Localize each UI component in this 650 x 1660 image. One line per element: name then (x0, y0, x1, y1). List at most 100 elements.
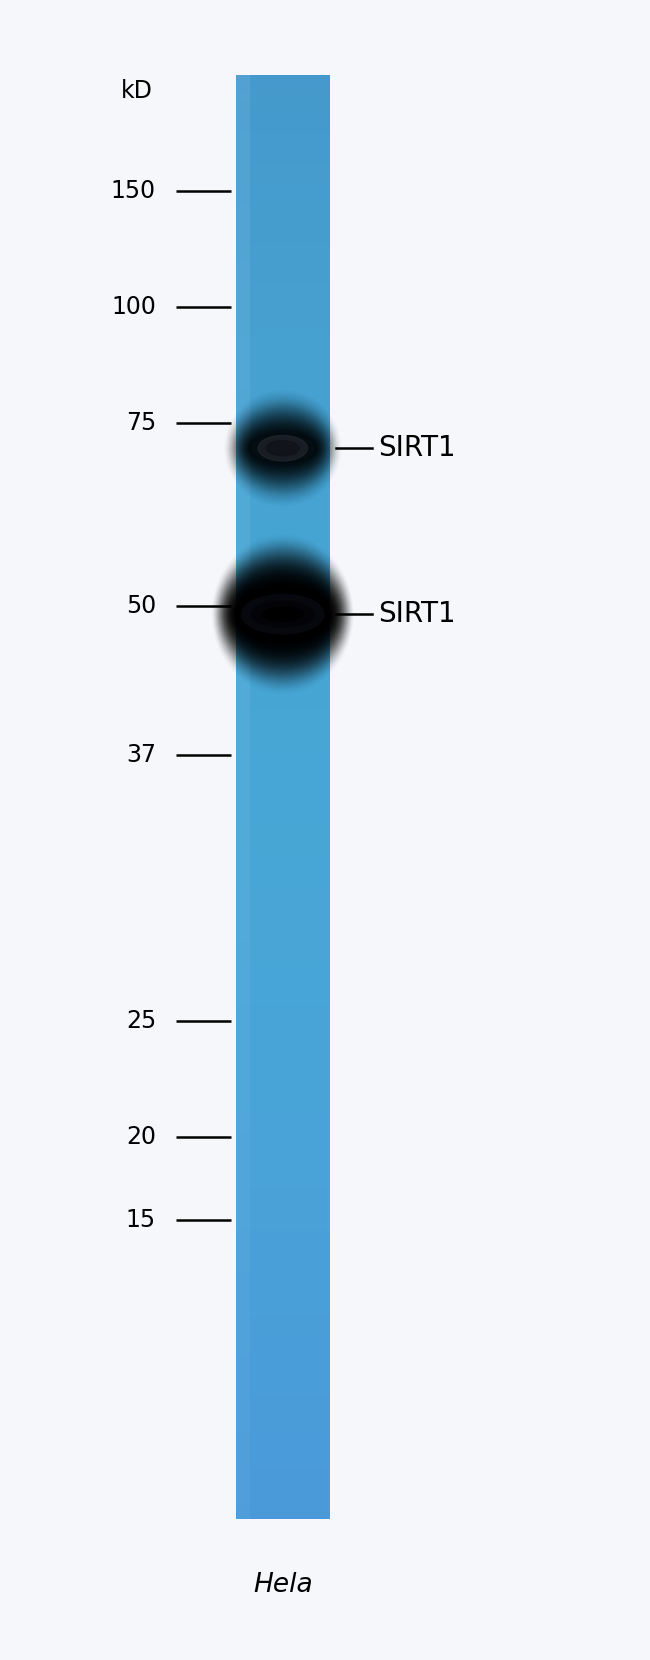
Ellipse shape (241, 418, 324, 478)
Bar (235, 133, 330, 138)
Bar (235, 1182, 250, 1207)
Bar (235, 749, 250, 772)
Bar (235, 1076, 330, 1081)
Bar (235, 387, 330, 392)
Bar (235, 1230, 330, 1235)
Bar (235, 579, 330, 584)
Bar (235, 1159, 330, 1162)
Bar (235, 1398, 330, 1403)
Bar (235, 604, 250, 627)
Bar (235, 1240, 330, 1245)
Bar (235, 493, 330, 498)
Bar (235, 354, 330, 359)
Text: 37: 37 (126, 744, 156, 767)
Bar (235, 1129, 330, 1134)
Bar (235, 480, 330, 483)
Bar (235, 536, 330, 541)
Bar (235, 956, 330, 961)
Bar (235, 325, 330, 330)
Bar (235, 344, 330, 349)
Bar (235, 224, 330, 229)
Bar (235, 1301, 250, 1326)
Bar (235, 696, 330, 701)
Bar (235, 518, 330, 523)
Bar (235, 330, 330, 335)
Ellipse shape (220, 551, 346, 677)
Bar (235, 108, 330, 113)
Bar (235, 1471, 250, 1496)
Bar (235, 584, 330, 589)
Bar (235, 1448, 250, 1471)
Bar (235, 1210, 330, 1215)
Ellipse shape (238, 591, 328, 637)
Bar (235, 624, 330, 627)
Text: SIRT1: SIRT1 (378, 435, 456, 461)
Bar (235, 1106, 330, 1111)
Bar (235, 295, 330, 300)
Ellipse shape (258, 435, 307, 461)
Bar (235, 335, 330, 340)
Bar (235, 1205, 250, 1230)
Bar (235, 969, 330, 974)
Bar (235, 191, 330, 196)
Bar (235, 435, 250, 460)
Ellipse shape (239, 415, 326, 481)
Ellipse shape (244, 423, 322, 473)
Bar (235, 247, 330, 252)
Bar (235, 1066, 330, 1071)
Bar (235, 194, 250, 219)
Bar (235, 1321, 330, 1326)
Ellipse shape (232, 578, 333, 651)
Ellipse shape (227, 568, 339, 661)
Bar (235, 1154, 330, 1159)
Bar (235, 989, 250, 1013)
Bar (235, 1278, 250, 1303)
Bar (235, 652, 250, 677)
Ellipse shape (233, 581, 332, 647)
Bar (235, 98, 330, 103)
Ellipse shape (242, 594, 324, 634)
Bar (235, 1062, 330, 1066)
Bar (235, 551, 330, 556)
Bar (235, 652, 330, 657)
Bar (235, 378, 330, 383)
Bar (235, 1456, 330, 1461)
Bar (235, 1438, 330, 1443)
Bar (235, 835, 330, 840)
Bar (235, 870, 330, 873)
Bar (235, 1311, 330, 1316)
Bar (235, 176, 330, 181)
Bar (235, 918, 250, 941)
Bar (235, 219, 330, 224)
Bar (235, 1370, 330, 1374)
Bar (235, 966, 250, 989)
Bar (235, 1187, 330, 1192)
Bar (235, 855, 330, 860)
Bar (235, 310, 330, 315)
Bar (235, 1263, 330, 1268)
Bar (235, 531, 330, 536)
Bar (235, 181, 330, 186)
Bar (235, 850, 330, 855)
Bar (235, 1013, 330, 1018)
Bar (235, 1101, 330, 1106)
Bar (235, 186, 330, 191)
Bar (235, 681, 330, 686)
Bar (235, 807, 330, 812)
Bar (235, 1360, 330, 1365)
Bar (235, 1159, 250, 1182)
Bar (235, 599, 330, 604)
Bar (235, 1306, 330, 1311)
Bar (235, 485, 330, 488)
Bar (235, 667, 330, 672)
Bar (235, 75, 250, 98)
Bar (235, 1316, 330, 1321)
Text: 100: 100 (111, 295, 156, 319)
Bar (235, 893, 330, 898)
Bar (235, 1119, 330, 1124)
Ellipse shape (228, 569, 337, 659)
Bar (235, 860, 330, 865)
Bar (235, 1481, 330, 1486)
Bar (235, 1062, 250, 1086)
Bar (235, 1182, 330, 1187)
